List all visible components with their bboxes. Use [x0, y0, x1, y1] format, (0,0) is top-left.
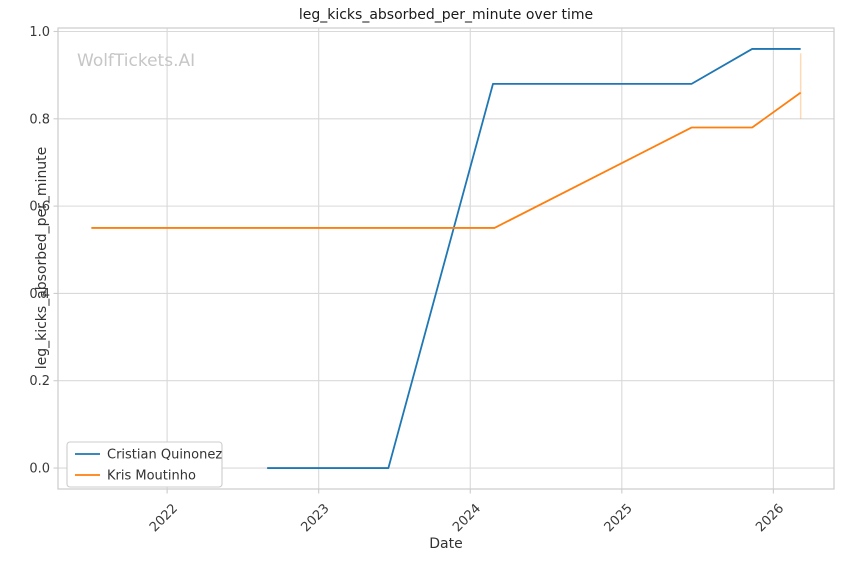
y-tick-label: 0.6 [29, 200, 50, 215]
watermark-text: WolfTickets.AI [77, 51, 195, 71]
legend-box [66, 441, 223, 488]
y-tick-label: 0.2 [29, 374, 50, 389]
x-axis-label: Date [429, 536, 462, 552]
legend-label-kris-moutinho: Kris Moutinho [107, 469, 196, 484]
x-tick-label: 2022 [147, 501, 181, 535]
plot-border [57, 27, 835, 490]
series-line-cristian-quinonez [267, 48, 801, 469]
series-line-kris-moutinho [91, 91, 802, 229]
y-tick-label: 0.4 [29, 287, 50, 302]
y-tick-label: 1.0 [29, 25, 50, 40]
y-tick-label: 0.8 [29, 112, 50, 127]
x-tick-label: 2026 [753, 501, 787, 535]
series-layer [91, 48, 802, 469]
legend: Cristian Quinonez Kris Moutinho [66, 441, 223, 488]
chart-title: leg_kicks_absorbed_per_minute over time [299, 7, 593, 23]
y-axis-label: leg_kicks_absorbed_per_minute [34, 147, 50, 370]
y-tick-label: 0.0 [29, 462, 50, 477]
x-tick-label: 2023 [299, 501, 333, 535]
legend-label-cristian-quinonez: Cristian Quinonez [107, 448, 222, 463]
x-tick-label: 2025 [602, 501, 636, 535]
x-tick-label: 2024 [450, 501, 484, 535]
